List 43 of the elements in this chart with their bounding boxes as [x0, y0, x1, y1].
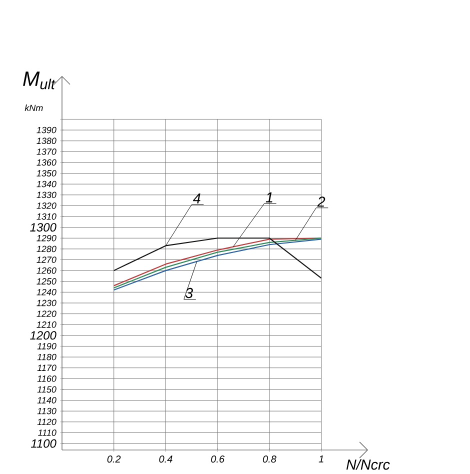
y-tick-label: 1240 [36, 288, 56, 296]
y-tick-label: 1140 [37, 397, 56, 404]
y-tick-label: 1120 [37, 418, 56, 426]
x-tick-label: 0.6 [211, 456, 225, 463]
y-tick-label: 1180 [37, 354, 56, 360]
y-tick-label: 1340 [36, 180, 56, 188]
y-tick-label: 1260 [36, 267, 56, 274]
y-tick-label: 1230 [36, 300, 56, 306]
y-tick-label: 1110 [38, 430, 56, 436]
y-tick-label: 1280 [36, 246, 56, 252]
y-tick-label: 1160 [37, 375, 56, 382]
series-label: 3 [185, 288, 193, 298]
y-tick-label: 1130 [37, 408, 56, 414]
y-tick-label: 1360 [36, 159, 56, 166]
x-tick-label: 0.8 [262, 456, 276, 463]
y-tick-label: 1210 [36, 321, 56, 328]
y-tick-label: 1190 [37, 343, 56, 350]
y-tick-label: 1370 [36, 148, 56, 155]
y-tick-label: 1300 [30, 223, 56, 232]
y-tick-label: 1380 [36, 138, 56, 144]
y-tick-label: 1200 [30, 331, 56, 340]
line-series [113, 238, 322, 279]
y-tick-label: 1290 [36, 234, 56, 242]
text: 2 [317, 196, 326, 207]
y-axis-title: M$_{ult}$ [23, 72, 56, 90]
x-axis-title: N/Ncrc [346, 459, 390, 470]
y-tick-label: 1100 [30, 439, 56, 448]
y-tick-label: 1250 [36, 278, 56, 285]
x-tick-label: 0.2 [107, 456, 121, 463]
text: 4 [192, 194, 200, 204]
y-tick-label: 1310 [36, 213, 56, 220]
text: kNm [24, 104, 43, 112]
y-tick-label: 1270 [36, 256, 56, 263]
x-tick-label: 1 [318, 456, 324, 462]
text: 1 [266, 192, 272, 202]
y-tick-label: 1170 [37, 364, 56, 372]
y-tick-label: 1330 [36, 192, 56, 198]
y-tick-label: 1220 [36, 310, 56, 317]
x-tick-label: 0.4 [159, 456, 172, 463]
y-tick-label: 1350 [36, 170, 56, 176]
y-tick-label: 1390 [36, 126, 56, 134]
y-tick-label: 1320 [36, 202, 56, 209]
y-tick-label: 1150 [37, 386, 56, 393]
